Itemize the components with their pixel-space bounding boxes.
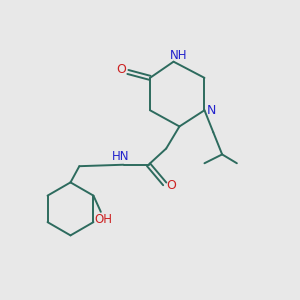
Text: O: O xyxy=(116,62,126,76)
Text: N: N xyxy=(206,104,216,117)
Text: NH: NH xyxy=(170,49,188,62)
Text: OH: OH xyxy=(95,213,113,226)
Text: O: O xyxy=(166,179,176,192)
Text: HN: HN xyxy=(112,150,129,163)
